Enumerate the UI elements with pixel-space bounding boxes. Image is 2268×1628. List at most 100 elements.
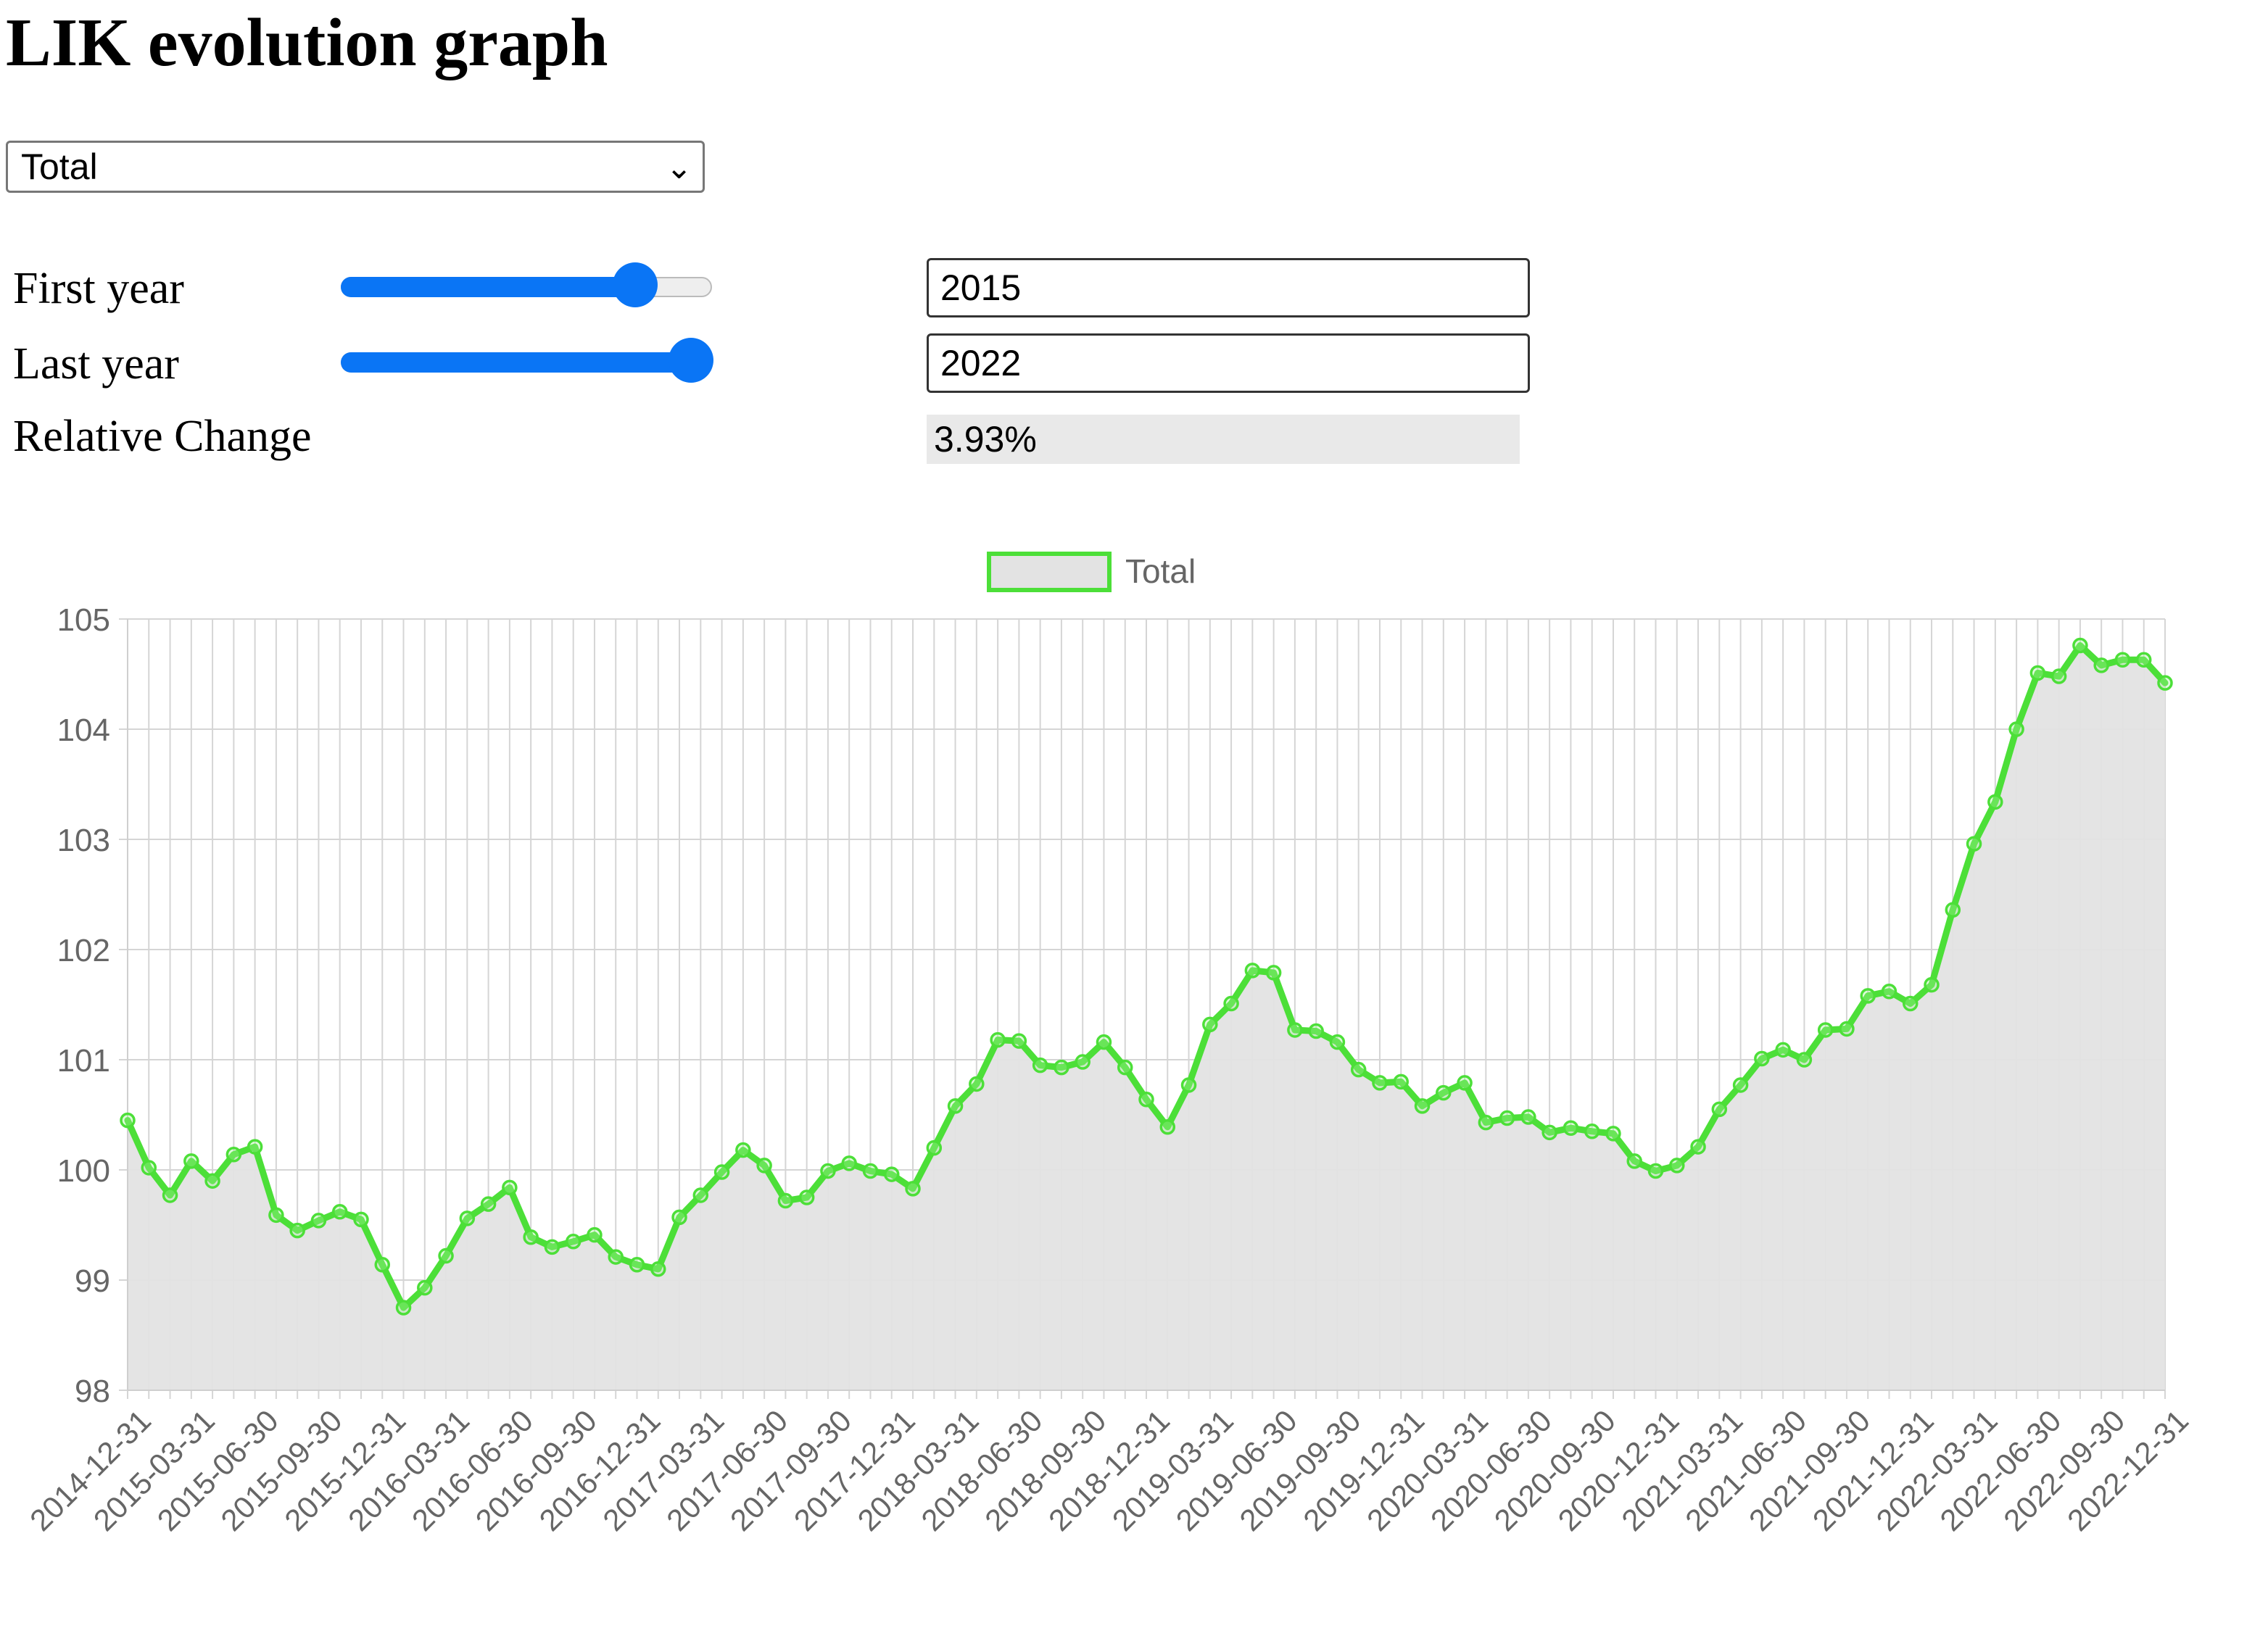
data-point <box>225 1146 242 1163</box>
first-year-input[interactable]: 2015 <box>927 258 1530 317</box>
data-point <box>1457 1075 1473 1091</box>
data-point <box>2008 721 2024 737</box>
legend-swatch <box>987 552 1112 592</box>
first-year-slider[interactable] <box>341 262 712 307</box>
data-point <box>1796 1052 1813 1068</box>
data-point <box>820 1163 836 1179</box>
data-point <box>1690 1139 1706 1155</box>
last-year-slider-thumb[interactable] <box>669 338 714 383</box>
first-year-label: First year <box>13 264 184 313</box>
y-tick-label: 104 <box>57 713 110 748</box>
data-point <box>1584 1124 1600 1139</box>
last-year-label: Last year <box>13 339 179 389</box>
data-point <box>671 1209 687 1226</box>
data-point <box>650 1261 666 1277</box>
data-point <box>162 1187 178 1203</box>
data-point <box>1987 794 2003 810</box>
data-point <box>926 1139 943 1156</box>
data-point <box>120 1112 136 1129</box>
data-point <box>2157 675 2173 691</box>
data-point <box>1732 1077 1749 1093</box>
data-point <box>990 1031 1006 1048</box>
data-point <box>1372 1075 1388 1091</box>
last-year-slider[interactable] <box>341 338 714 383</box>
data-point <box>523 1229 539 1245</box>
y-tick-label: 102 <box>57 933 110 968</box>
data-point <box>1436 1084 1452 1101</box>
first-year-slider-thumb[interactable] <box>613 262 658 307</box>
data-point <box>629 1256 645 1273</box>
data-point <box>268 1207 284 1224</box>
data-point <box>735 1142 751 1158</box>
data-point <box>289 1222 305 1239</box>
data-point <box>247 1139 263 1155</box>
data-point <box>1966 836 1982 852</box>
data-point <box>1308 1023 1324 1039</box>
data-point <box>1563 1120 1579 1136</box>
data-point <box>1647 1163 1664 1179</box>
data-point <box>1520 1109 1536 1125</box>
last-year-input[interactable]: 2022 <box>927 333 1530 393</box>
data-point <box>841 1155 857 1171</box>
page-title: LIK evolution graph <box>6 5 608 80</box>
data-point <box>1626 1153 1642 1169</box>
data-point <box>692 1187 709 1203</box>
data-point <box>1350 1061 1367 1078</box>
data-point <box>1414 1098 1431 1114</box>
data-point <box>1860 988 1876 1004</box>
data-point <box>798 1189 815 1205</box>
data-point <box>1054 1059 1069 1076</box>
data-point <box>438 1247 454 1264</box>
data-point <box>141 1160 157 1176</box>
data-point <box>1478 1114 1494 1131</box>
data-point <box>1839 1021 1855 1037</box>
data-point <box>1159 1118 1176 1135</box>
data-point <box>2072 637 2088 654</box>
data-point <box>374 1256 390 1273</box>
legend-label: Total <box>1125 552 1196 590</box>
data-point <box>756 1158 772 1174</box>
data-point <box>1775 1042 1791 1058</box>
data-point <box>1202 1016 1218 1033</box>
first-year-slider-fill <box>341 277 634 297</box>
data-point <box>1924 976 1940 993</box>
data-point <box>1180 1077 1197 1093</box>
data-point <box>1075 1054 1090 1070</box>
data-point <box>1117 1059 1133 1076</box>
data-point <box>310 1213 327 1229</box>
data-point <box>1817 1022 1834 1038</box>
data-point <box>969 1076 985 1092</box>
y-tick-label: 98 <box>75 1374 110 1409</box>
data-point <box>587 1226 603 1243</box>
data-point <box>2050 668 2067 684</box>
data-point <box>565 1234 582 1250</box>
data-point <box>2135 652 2152 668</box>
data-point <box>777 1192 794 1209</box>
data-point <box>1329 1034 1346 1050</box>
data-point <box>1903 995 1919 1012</box>
series-line-total <box>124 641 2169 1311</box>
y-tick-label: 101 <box>57 1043 110 1079</box>
y-tick-label: 99 <box>75 1263 110 1299</box>
data-point <box>1499 1110 1515 1126</box>
data-point <box>204 1173 220 1189</box>
data-point <box>947 1098 964 1114</box>
data-point <box>417 1279 433 1296</box>
series-area <box>128 645 2165 1390</box>
data-point <box>459 1210 476 1226</box>
data-point <box>1605 1126 1621 1142</box>
series-select[interactable]: Total ⌄ <box>6 141 705 193</box>
data-point <box>1754 1050 1770 1067</box>
data-point <box>1287 1022 1303 1038</box>
data-point <box>862 1163 879 1179</box>
last-year-slider-fill <box>341 352 690 373</box>
y-tick-label: 105 <box>57 602 110 638</box>
data-point <box>713 1164 730 1180</box>
data-point <box>1265 965 1282 981</box>
data-point <box>2029 665 2046 681</box>
relative-change-value: 3.93% <box>927 415 1520 464</box>
y-tick-label: 100 <box>57 1153 110 1189</box>
data-point <box>502 1179 518 1196</box>
data-point <box>1881 984 1897 1000</box>
data-point <box>353 1211 369 1228</box>
